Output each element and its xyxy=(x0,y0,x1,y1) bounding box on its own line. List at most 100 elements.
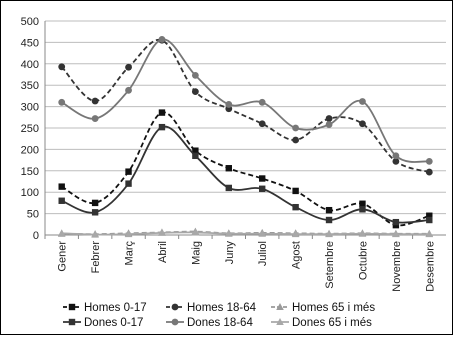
data-point xyxy=(426,216,433,224)
data-point xyxy=(392,157,400,165)
data-point xyxy=(292,124,300,132)
y-tick-label: 100 xyxy=(21,187,39,199)
data-point xyxy=(259,175,266,182)
y-tick-label: 350 xyxy=(21,80,39,92)
legend: Homes 0-17 Homes 18-64 Homes 65 i més Dones… xyxy=(63,302,375,329)
data-point xyxy=(158,123,166,131)
series-line xyxy=(61,38,430,173)
data-point xyxy=(125,86,132,94)
y-tick-label: 50 xyxy=(27,209,39,221)
series-dones-65-i-m-s xyxy=(57,228,434,238)
x-tick-label: Setembre xyxy=(324,241,336,289)
series-line xyxy=(61,125,430,224)
data-point xyxy=(392,218,400,226)
data-point xyxy=(191,228,200,236)
legend-label: Dones 65 i més xyxy=(292,317,372,329)
series xyxy=(57,36,434,238)
y-tick-label: 0 xyxy=(33,230,39,242)
data-point xyxy=(358,229,367,237)
data-point xyxy=(359,120,366,128)
data-point xyxy=(425,168,433,176)
y-tick-label: 300 xyxy=(21,102,39,114)
data-point xyxy=(292,136,300,144)
data-point xyxy=(292,203,299,211)
legend-item: Dones 18-64 xyxy=(166,317,253,329)
y-axis-ticks: 0 50 100 150 200 250 300 350 400 450 500 xyxy=(21,16,39,242)
data-point xyxy=(325,216,333,224)
series-dones-18-64 xyxy=(58,36,433,165)
legend-item: Dones 65 i més xyxy=(271,317,372,329)
data-point xyxy=(124,230,133,238)
legend-item: Homes 18-64 xyxy=(166,302,257,314)
x-tick-label: Maig xyxy=(190,241,202,265)
data-point xyxy=(192,152,199,160)
data-point xyxy=(158,228,166,236)
series-homes-0-17 xyxy=(58,109,433,229)
data-point xyxy=(91,209,99,216)
data-point xyxy=(91,115,99,122)
data-point xyxy=(58,98,66,106)
legend-item: Dones 0-17 xyxy=(63,317,143,329)
data-point xyxy=(392,152,400,160)
gridlines xyxy=(45,20,446,215)
data-point xyxy=(325,206,333,214)
data-point xyxy=(258,98,266,106)
data-point xyxy=(392,230,400,238)
data-point xyxy=(359,200,366,207)
legend-label: Dones 0-17 xyxy=(84,317,143,329)
series-homes-18-64 xyxy=(58,36,433,176)
data-point xyxy=(191,71,199,79)
data-point xyxy=(425,230,434,238)
data-point xyxy=(225,165,232,172)
x-tick-label: Novembre xyxy=(391,241,403,292)
data-point xyxy=(125,180,132,187)
data-point xyxy=(192,147,199,154)
legend-marker xyxy=(171,318,179,326)
data-point xyxy=(158,109,166,116)
data-point xyxy=(359,206,366,213)
legend-label: Homes 0-17 xyxy=(84,302,147,314)
data-point xyxy=(224,229,233,237)
y-tick-label: 250 xyxy=(21,123,39,135)
legend-item: Homes 0-17 xyxy=(63,302,147,314)
data-point xyxy=(291,230,300,238)
series-dones-0-17 xyxy=(58,123,433,226)
x-tick-label: Març xyxy=(124,241,136,266)
data-point xyxy=(426,212,433,219)
data-point xyxy=(125,168,132,175)
data-point xyxy=(91,199,99,207)
x-tick-label: Febrer xyxy=(90,241,102,274)
axes xyxy=(44,21,446,239)
data-point xyxy=(258,229,267,237)
data-point xyxy=(359,98,366,105)
legend-item: Homes 65 i més xyxy=(271,302,375,314)
data-point xyxy=(225,101,233,108)
legend-marker xyxy=(276,318,284,325)
x-tick-label: Gener xyxy=(57,241,69,272)
data-point xyxy=(91,230,99,238)
x-tick-label: Abril xyxy=(157,241,169,263)
data-point xyxy=(325,121,333,128)
series-line xyxy=(61,38,430,163)
y-tick-label: 450 xyxy=(21,37,39,49)
x-tick-label: Juliol xyxy=(257,241,269,266)
x-tick-label: Agost xyxy=(291,241,303,269)
data-point xyxy=(325,230,333,238)
data-point xyxy=(258,120,266,128)
legend-marker xyxy=(68,303,76,311)
data-point xyxy=(325,115,333,122)
y-tick-label: 200 xyxy=(21,144,39,156)
series-line xyxy=(61,231,430,236)
y-tick-label: 150 xyxy=(21,166,39,178)
data-point xyxy=(91,97,99,105)
data-point xyxy=(125,63,132,71)
legend-label: Dones 18-64 xyxy=(187,317,253,329)
x-axis-ticks: Gener Febrer Març Abril Maig Juny Juliol Agost S… xyxy=(57,241,437,292)
data-point xyxy=(225,184,232,192)
legend-marker xyxy=(68,318,76,326)
legend-label: Homes 65 i més xyxy=(292,302,375,314)
data-point xyxy=(259,185,266,192)
data-point xyxy=(191,88,199,96)
data-point xyxy=(57,229,66,237)
